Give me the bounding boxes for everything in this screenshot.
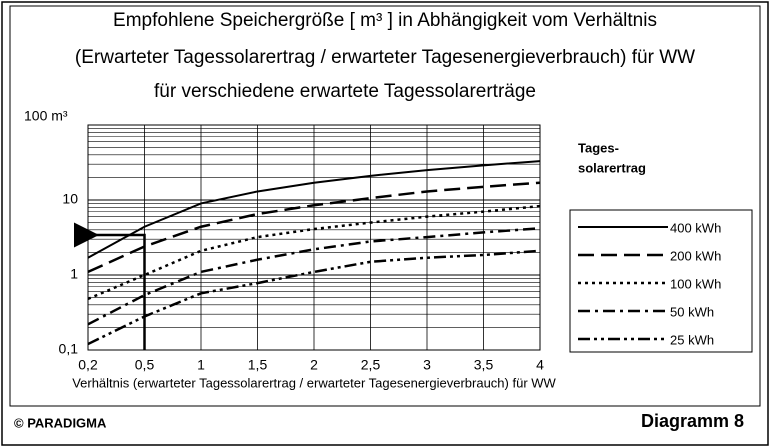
series-line [87,204,541,301]
legend-title: solarertrag [578,160,646,175]
x-tick-label: 1,5 [248,357,268,373]
y-tick-label: 1 [70,266,78,282]
x-tick-label: 4 [536,357,544,373]
x-tick-label: 3,5 [474,357,494,373]
series-line [87,160,541,259]
x-tick-label: 2 [310,357,318,373]
y-tick-label: 100 m³ [24,108,68,124]
legend-label: 200 kWh [670,248,721,263]
y-tick-label: 0,1 [59,341,79,357]
legend-label: 100 kWh [670,276,721,291]
x-tick-label: 0,2 [78,357,98,373]
x-tick-label: 3 [423,357,431,373]
x-tick-label: 0,5 [135,357,155,373]
footer-right: Diagramm 8 [641,411,744,431]
inner-frame [9,5,761,407]
x-tick-label: 2,5 [361,357,381,373]
y-tick-label: 10 [62,191,78,207]
series-line [87,181,541,274]
legend-title: Tages- [578,140,619,155]
legend-label: 50 kWh [670,304,714,319]
legend-label: 400 kWh [670,220,721,235]
footer-left: © PARADIGMA [14,415,107,430]
series-line [87,227,541,326]
x-tick-label: 1 [197,357,205,373]
legend-box [569,209,753,353]
title-line: Empfohlene Speichergröße [ m³ ] in Abhän… [113,10,657,31]
title-line: (Erwarteter Tagessolarertrag / erwartete… [75,47,695,68]
x-axis-label: Verhältnis (erwarteter Tagessolarertrag … [72,375,556,390]
title-line: für verschiedene erwartete Tagessolarert… [154,81,536,102]
legend-label: 25 kWh [670,332,714,347]
series-line [87,249,541,346]
reading-arrow [74,222,146,350]
